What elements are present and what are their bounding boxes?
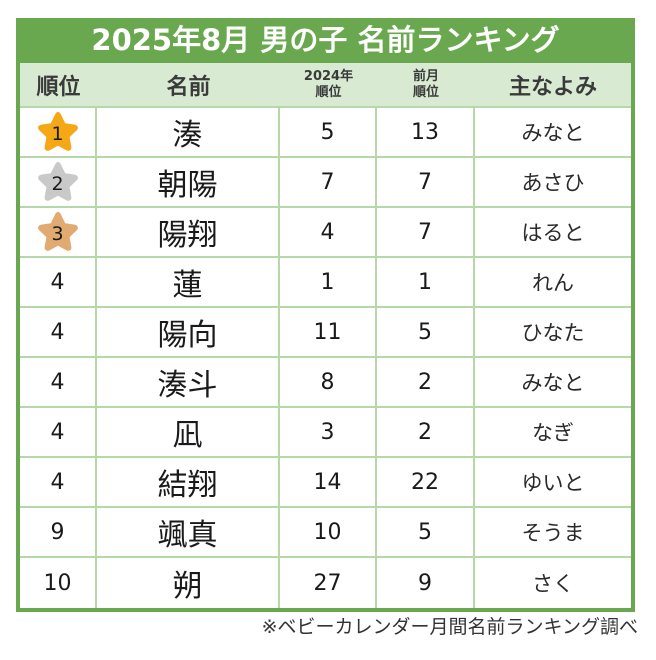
header-prev-line2: 順位 <box>412 84 439 100</box>
rank-2024-cell: 11 <box>280 308 377 358</box>
rank-2024-cell: 4 <box>280 208 377 258</box>
rank-2024-cell: 14 <box>280 458 377 508</box>
rank-number: 1 <box>51 123 64 145</box>
header-yomi: 主なよみ <box>475 63 631 108</box>
ranking-grid: 順位 名前 2024年 順位 前月 順位 主なよみ 1 湊 5 13 みなと 2 朝陽 7 7 あ… <box>20 63 631 608</box>
yomi-cell: なぎ <box>475 408 631 458</box>
rank-2024-cell: 8 <box>280 358 377 408</box>
name-cell: 陽向 <box>97 308 280 358</box>
prev-month-rank-cell: 13 <box>377 108 475 158</box>
yomi-cell: れん <box>475 258 631 308</box>
name-cell: 颯真 <box>97 508 280 558</box>
prev-month-rank-cell: 5 <box>377 508 475 558</box>
prev-month-rank-cell: 9 <box>377 558 475 608</box>
gold-star-icon: 1 <box>35 109 81 155</box>
prev-month-rank-cell: 1 <box>377 258 475 308</box>
rank-number: 9 <box>50 519 65 545</box>
yomi-cell: はると <box>475 208 631 258</box>
header-rank-2024-line2: 順位 <box>315 84 342 100</box>
rank-number: 10 <box>43 570 72 596</box>
ranking-table: 2025年8月 男の子 名前ランキング 順位 名前 2024年 順位 前月 順位… <box>16 18 635 612</box>
header-rank: 順位 <box>20 63 97 108</box>
prev-month-rank-cell: 2 <box>377 408 475 458</box>
name-cell: 朔 <box>97 558 280 608</box>
header-prev-line1: 前月 <box>412 68 439 84</box>
rank-number: 2 <box>51 173 64 195</box>
prev-month-rank-cell: 5 <box>377 308 475 358</box>
name-cell: 朝陽 <box>97 158 280 208</box>
yomi-cell: ゆいと <box>475 458 631 508</box>
name-cell: 湊 <box>97 108 280 158</box>
rank-cell: 4 <box>20 358 97 408</box>
header-rank-2024-line1: 2024年 <box>303 68 354 84</box>
table-title: 2025年8月 男の子 名前ランキング <box>16 18 635 63</box>
rank-number: 4 <box>50 469 65 495</box>
name-cell: 蓮 <box>97 258 280 308</box>
rank-number: 4 <box>50 319 65 345</box>
yomi-cell: さく <box>532 572 574 596</box>
rank-2024-cell: 5 <box>280 108 377 158</box>
rank-cell: 2 <box>20 158 97 208</box>
rank-number: 4 <box>50 419 65 445</box>
rank-2024-cell: 10 <box>280 508 377 558</box>
header-rank-2024: 2024年 順位 <box>280 63 377 108</box>
rank-2024-cell: 7 <box>280 158 377 208</box>
name-cell: 湊斗 <box>97 358 280 408</box>
rank-cell: 9 <box>20 508 97 558</box>
bronze-star-icon: 3 <box>35 209 81 255</box>
yomi-cell: そうま <box>475 508 631 558</box>
rank-2024-cell: 27 <box>280 558 377 608</box>
prev-month-rank-cell: 7 <box>377 208 475 258</box>
rank-cell: 4 <box>20 458 97 508</box>
rank-number: 4 <box>50 269 65 295</box>
rank-cell: 4 <box>20 308 97 358</box>
name-cell: 陽翔 <box>97 208 280 258</box>
name-cell: 凪 <box>97 408 280 458</box>
rank-cell: 4 <box>20 258 97 308</box>
rank-number: 4 <box>50 369 65 395</box>
rank-cell: 4 <box>20 408 97 458</box>
yomi-cell: みなと <box>475 358 631 408</box>
header-prev-month-rank: 前月 順位 <box>377 63 475 108</box>
name-cell: 結翔 <box>97 458 280 508</box>
yomi-cell: ひなた <box>475 308 631 358</box>
yomi-cell: みなと <box>475 108 631 158</box>
silver-star-icon: 2 <box>35 159 81 205</box>
rank-cell: 3 <box>20 208 97 258</box>
yomi-cell: あさひ <box>475 158 631 208</box>
prev-month-rank-cell: 2 <box>377 358 475 408</box>
header-name: 名前 <box>97 63 280 108</box>
prev-month-rank-cell: 22 <box>377 458 475 508</box>
prev-month-rank-cell: 7 <box>377 158 475 208</box>
rank-cell: 10 <box>20 558 97 608</box>
rank-2024-cell: 3 <box>280 408 377 458</box>
rank-number: 3 <box>51 223 64 245</box>
rank-2024-cell: 1 <box>280 258 377 308</box>
source-footnote: ※ベビーカレンダー月間名前ランキング調べ <box>261 616 638 638</box>
rank-cell: 1 <box>20 108 97 158</box>
